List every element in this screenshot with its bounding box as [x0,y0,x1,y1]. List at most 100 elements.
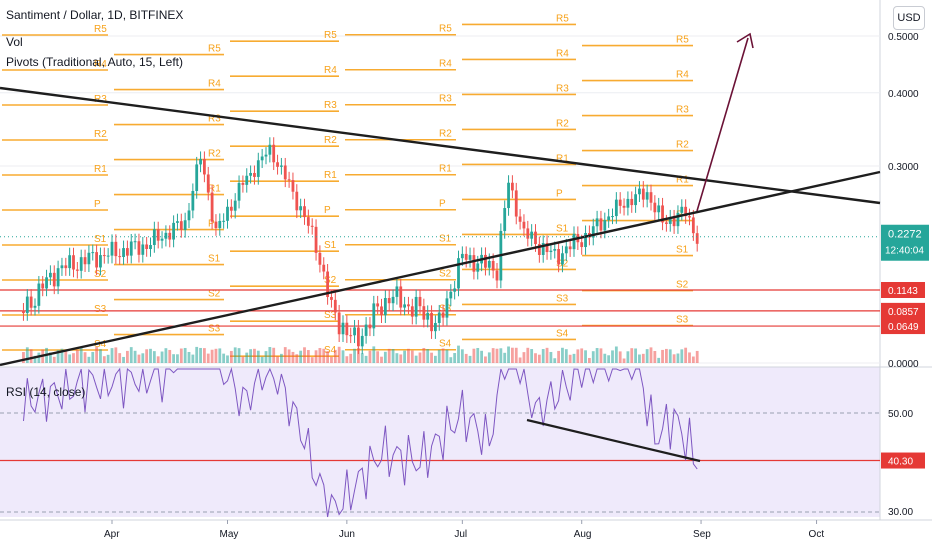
candle-body [33,305,37,308]
time-tick-label: Apr [104,529,120,540]
candle-body [353,327,356,336]
candle-body [657,205,661,213]
volume-bar [676,353,680,363]
candle-body [333,299,337,313]
pivot-label: R1 [439,164,452,175]
pivot-label: R2 [556,118,569,129]
volume-bar [514,347,518,363]
candle-body [341,322,345,335]
candle-body [52,272,56,287]
volume-bar [110,348,114,363]
candle-body [203,158,206,175]
candle-body [564,246,568,254]
candle-body [264,154,268,157]
volume-bar [464,353,468,363]
volume-bar [214,348,218,363]
pivot-label: R2 [94,129,107,140]
volume-bar [434,355,437,363]
volume-bar [260,356,264,363]
candle-body [503,208,507,231]
candle-body [414,296,418,317]
candle-body [22,310,25,314]
volume-bar [253,348,256,363]
volume-bar [52,356,56,363]
volume-bar [665,348,668,363]
candle-body [218,220,222,229]
volume-bar [645,349,649,363]
volume-bar [95,347,98,363]
pivot-label: S4 [439,339,452,350]
candle-body [91,252,95,254]
candle-body [403,304,406,308]
candle-body [299,206,303,211]
pivot-label: S3 [94,304,107,315]
rsi-line [23,367,698,518]
pivot-label: P [556,188,563,199]
volume-bar [145,349,149,363]
candle-body [580,242,584,248]
candle-body [468,255,472,260]
candle-body [453,288,457,292]
volume-bar [191,354,195,363]
candle-body [326,271,329,297]
candle-body [434,322,437,332]
candle-body [607,216,611,221]
candle-body [141,244,145,255]
candle-body [676,212,680,227]
candle-body [537,244,541,255]
volume-bar [330,356,333,363]
volume-bar [83,352,87,363]
candle-body [595,218,599,227]
volume-bar [137,354,141,363]
volume-bar [691,356,695,363]
volume-bar [79,347,83,363]
volume-bar [414,355,418,363]
volume-bar [399,354,403,363]
price-tick-label: 0.3000 [888,162,919,173]
candle-body [553,249,557,251]
volume-bar [503,352,507,363]
candle-body [641,188,645,200]
price-tick-label: 0.0000 [888,359,919,370]
currency-button[interactable]: USD [893,6,925,30]
volume-bar [280,353,283,363]
candle-body [249,172,252,176]
candle-body [441,312,445,318]
candle-body [460,253,464,259]
volume-bar [141,353,145,363]
volume-bar [364,355,368,363]
symbol-title: Santiment / Dollar, 1D, BITFINEX [6,8,184,22]
candle-body [229,206,233,211]
candle-body [87,252,91,265]
pivot-label: P [94,199,101,210]
candle-body [495,270,499,281]
candle-body [395,286,399,297]
pivot-label: R1 [208,184,221,195]
candle-body [280,165,283,167]
candle-body [511,182,514,191]
volume-bar [168,349,172,363]
pivot-label: S3 [556,293,569,304]
volume-bar [368,350,372,363]
pivot-label: S2 [208,289,221,300]
volume-bar [695,350,699,363]
volume-bar [688,352,691,363]
volume-bar [576,349,580,363]
volume-bar [395,353,399,363]
rsi-legend: RSI (14, close) [6,385,86,399]
candle-body [106,255,110,257]
volume-bar [203,348,206,363]
pivot-label: P [439,199,446,210]
volume-bar [314,350,318,363]
pivot-label: R4 [439,59,452,70]
candle-body [387,298,391,304]
volume-bar [237,348,241,363]
volume-bar [49,352,52,363]
volume-bar [572,353,576,363]
volume-bar [249,349,252,363]
candle-body [322,264,326,272]
volume-bar [410,350,414,363]
volume-bar [680,349,684,363]
price-tick-label: 0.4000 [888,89,919,100]
